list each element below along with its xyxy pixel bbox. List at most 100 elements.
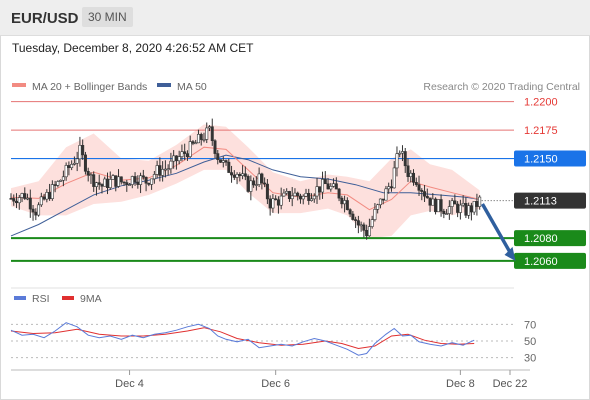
candle-body [89, 174, 93, 176]
candle-body [15, 200, 19, 204]
candle-body [144, 176, 148, 184]
candle-body [12, 198, 16, 202]
candle-body [232, 174, 236, 178]
candle-body [337, 188, 341, 199]
candle-body [329, 186, 333, 190]
candle-body [50, 184, 54, 199]
candle-body [207, 126, 211, 129]
candle-body [475, 201, 479, 207]
candle-body [92, 174, 96, 187]
candle-body [263, 182, 267, 185]
candle-body [174, 155, 178, 162]
candle-body [403, 151, 407, 167]
candle-body [406, 165, 410, 177]
candle-body [362, 224, 366, 231]
candle-body [464, 203, 468, 216]
candle-body [312, 195, 316, 200]
candle-body [365, 230, 369, 237]
legend-label: MA 20 + Bollinger Bands [32, 81, 147, 93]
rsi-tick-label: 30 [524, 353, 536, 365]
candle-body [326, 183, 330, 190]
candle-body [169, 160, 173, 170]
candle-body [265, 183, 269, 200]
candle-body [227, 161, 231, 173]
candle-body [332, 183, 336, 187]
forecast-arrow [480, 203, 514, 256]
timeframe-button[interactable]: 30 MIN [82, 7, 133, 27]
candle-body [458, 204, 462, 213]
last-price-label: 1.2113 [524, 196, 557, 208]
candle-body [136, 181, 140, 185]
candle-body [130, 176, 134, 185]
candle-body [37, 204, 41, 216]
candle-body [392, 167, 396, 189]
candle-body [188, 141, 192, 157]
candle-body [249, 180, 253, 192]
candle-body [147, 182, 151, 185]
candle-body [67, 165, 71, 168]
candle-body [381, 198, 385, 201]
candle-body [17, 197, 21, 204]
candle-body [161, 169, 165, 176]
candle-body [420, 190, 424, 192]
candle-body [285, 191, 289, 194]
candle-body [23, 193, 27, 199]
candle-body [213, 140, 217, 154]
candle-body [59, 179, 63, 182]
candle-body [351, 213, 355, 220]
candle-body [53, 184, 57, 186]
candle-body [224, 160, 228, 163]
candle-body [28, 197, 32, 210]
forecast-arrowhead [504, 246, 516, 261]
candle-body [185, 153, 189, 157]
rsi-legend-label: 9MA [80, 293, 102, 305]
candle-body [389, 186, 393, 189]
candle-body [384, 188, 388, 201]
candle-body [216, 153, 220, 160]
timestamp: Tuesday, December 8, 2020 4:26:52 AM CET [12, 41, 254, 55]
candle-body [447, 206, 451, 214]
candle-body [64, 165, 68, 178]
last-price-box [514, 192, 586, 209]
candle-body [45, 192, 49, 200]
rsi-line [10, 322, 475, 356]
candle-body [354, 219, 358, 221]
candle-body [246, 176, 250, 192]
candle-body [431, 198, 435, 206]
candle-body [450, 200, 454, 207]
rsi-legend-swatch [62, 296, 74, 300]
candle-body [81, 145, 85, 156]
candle-body [472, 201, 476, 213]
candle-body [172, 155, 176, 162]
candle-body [423, 191, 427, 197]
candle-body [434, 198, 438, 213]
candle-body [205, 127, 209, 140]
candle-body [400, 151, 404, 154]
candle-body [356, 220, 360, 226]
candle-body [307, 193, 311, 201]
candle-body [276, 199, 280, 206]
candle-body [298, 195, 302, 200]
candle-body [456, 203, 460, 213]
candle-body [108, 179, 112, 189]
candle-body [26, 197, 30, 200]
candle-body [315, 186, 319, 197]
candle-body [243, 173, 247, 177]
candle-body [158, 165, 162, 176]
candle-body [150, 178, 154, 185]
candle-body [97, 182, 101, 185]
candle-body [202, 139, 206, 141]
candle-body [478, 196, 482, 207]
candle-body [155, 165, 159, 175]
candle-body [42, 196, 46, 200]
candle-body [9, 198, 13, 200]
candle-body [241, 173, 245, 177]
candle-body [414, 182, 418, 185]
candle-body [31, 208, 35, 213]
candle-body [271, 198, 275, 209]
candle-body [230, 172, 234, 176]
candle-body [268, 198, 272, 209]
candle-body [398, 152, 402, 155]
candle-body [219, 159, 223, 163]
